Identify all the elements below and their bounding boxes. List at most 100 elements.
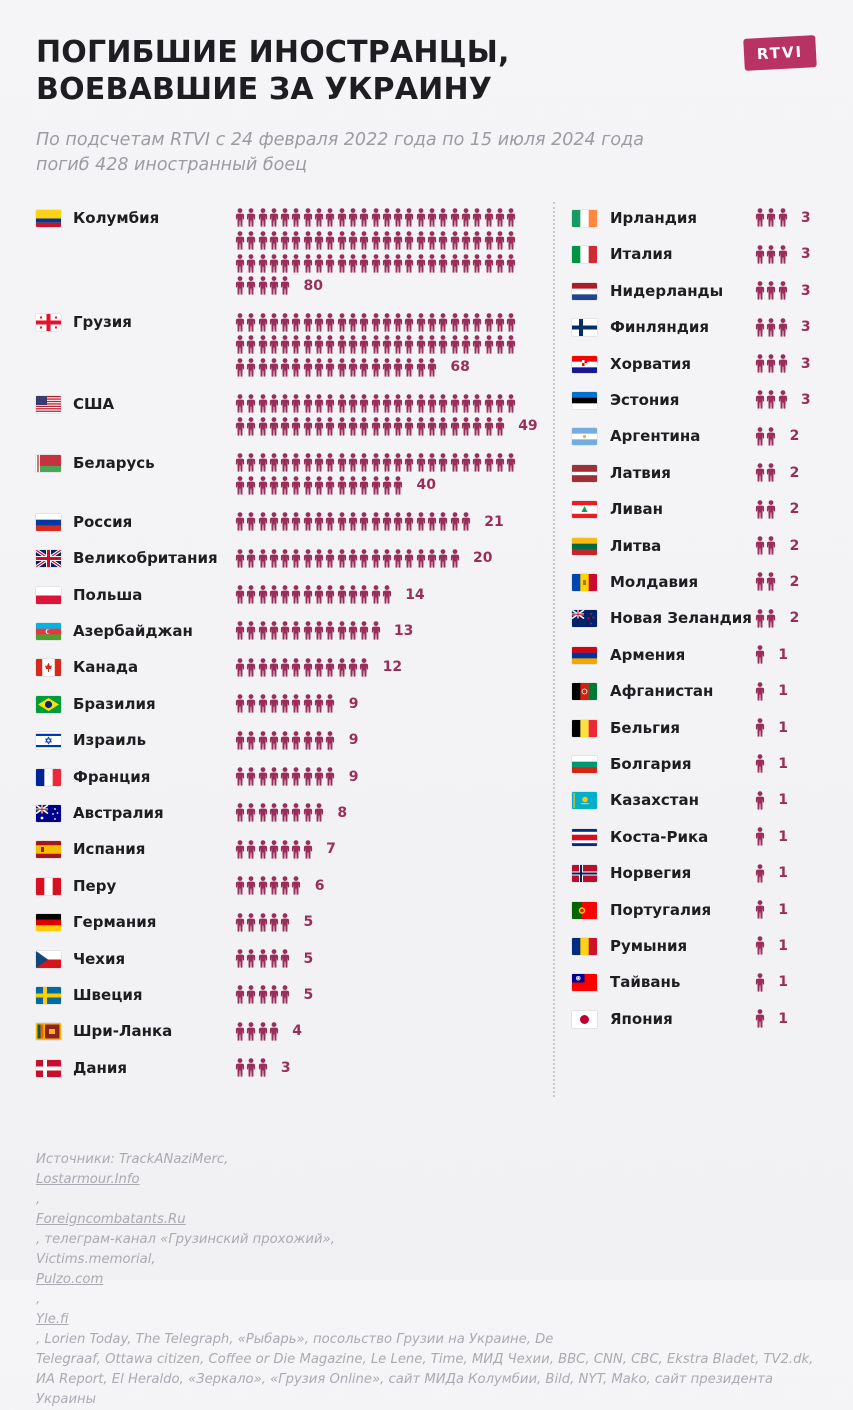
person-icon <box>404 253 415 273</box>
country-label: Латвия <box>610 463 671 482</box>
icon-row <box>755 352 789 375</box>
source-link[interactable]: Lostarmour.Info <box>36 1172 140 1187</box>
country-label: Армения <box>610 645 686 664</box>
person-icon <box>235 949 246 968</box>
person-icons-group <box>755 498 778 521</box>
person-icon <box>258 276 269 295</box>
person-icon <box>280 253 291 273</box>
icon-row <box>235 583 393 606</box>
person-icon <box>303 312 314 332</box>
person-icon <box>766 572 777 592</box>
flag-denmark-icon <box>36 1059 61 1077</box>
rtvi-logo: RTVI <box>743 35 817 71</box>
person-icon <box>246 312 257 332</box>
person-icon <box>438 231 449 250</box>
person-icon <box>382 312 393 332</box>
person-icons-group <box>235 311 517 379</box>
value-label: 6 <box>314 877 325 894</box>
person-icons-group <box>755 753 766 776</box>
person-icon <box>348 476 359 495</box>
person-icon <box>337 476 348 495</box>
person-icon <box>325 453 336 472</box>
source-link[interactable]: Foreigncombatants.Ru <box>36 1212 186 1227</box>
person-icon <box>303 476 314 495</box>
person-icon <box>269 1022 280 1041</box>
person-icon <box>416 417 427 436</box>
person-icon <box>291 621 302 641</box>
country-label: Ирландия <box>610 209 698 227</box>
value-label: 1 <box>778 828 789 845</box>
value-label: 4 <box>292 1023 302 1040</box>
person-icon <box>359 394 370 413</box>
person-icon <box>484 417 495 436</box>
person-icon <box>416 208 427 228</box>
person-icons-group <box>235 1057 269 1080</box>
person-icon <box>461 417 472 436</box>
person-icon <box>359 208 370 228</box>
icon-row <box>235 1020 280 1043</box>
icon-row <box>235 911 291 934</box>
person-icon <box>450 208 461 228</box>
icon-row <box>755 280 789 303</box>
person-icon <box>393 394 404 413</box>
value-label: 8 <box>337 805 348 821</box>
person-icon <box>280 803 291 823</box>
person-icon <box>393 548 404 568</box>
flag-estonia-icon <box>572 392 597 409</box>
person-icon <box>348 358 359 377</box>
person-icon <box>269 453 280 472</box>
person-icon <box>269 912 280 932</box>
person-icon <box>371 548 382 568</box>
person-icon <box>461 312 472 332</box>
person-icon <box>325 658 336 677</box>
person-icon <box>495 394 506 413</box>
person-icons-group <box>235 875 303 898</box>
person-icon <box>506 253 517 273</box>
person-icon <box>438 208 449 228</box>
person-icon <box>382 253 393 273</box>
person-icon <box>427 453 438 472</box>
person-icon <box>755 681 766 701</box>
person-icon <box>427 231 438 250</box>
person-icon <box>303 417 314 436</box>
person-icon <box>427 548 438 568</box>
person-icon <box>427 208 438 228</box>
person-icon <box>314 453 325 472</box>
person-icon <box>314 394 325 413</box>
icon-row <box>755 389 789 412</box>
person-icon <box>393 335 404 354</box>
source-link[interactable]: Yle.fi <box>36 1312 69 1327</box>
person-icon <box>371 512 382 531</box>
person-icon <box>438 417 449 436</box>
person-icon <box>303 335 314 354</box>
person-icon <box>291 312 302 332</box>
person-icon <box>258 253 269 273</box>
person-icon <box>280 476 291 495</box>
person-icon <box>348 658 359 677</box>
person-icon <box>348 417 359 436</box>
person-icon <box>337 231 348 250</box>
person-icon <box>438 512 449 531</box>
person-icon <box>348 335 359 354</box>
person-icon <box>404 453 415 472</box>
icon-row <box>235 947 291 970</box>
person-icon <box>506 312 517 332</box>
person-icons-group <box>235 729 337 752</box>
flag-srilanka-icon <box>36 1023 61 1041</box>
person-icon <box>269 476 280 495</box>
person-icon <box>280 231 291 250</box>
country-label: Португалия <box>610 900 712 919</box>
flag-czechia-icon <box>36 950 61 968</box>
icon-row <box>755 680 766 703</box>
person-icon <box>755 609 766 628</box>
flag-bulgaria-icon <box>572 756 597 773</box>
person-icon <box>291 876 302 895</box>
country-label: Беларусь <box>73 453 155 472</box>
country-label: США <box>73 394 115 413</box>
person-icon <box>246 276 257 295</box>
person-icon <box>325 394 336 413</box>
person-icons-group <box>235 693 337 716</box>
person-icon <box>755 245 766 264</box>
person-icon <box>337 394 348 413</box>
flag-costarica-icon <box>572 828 597 846</box>
